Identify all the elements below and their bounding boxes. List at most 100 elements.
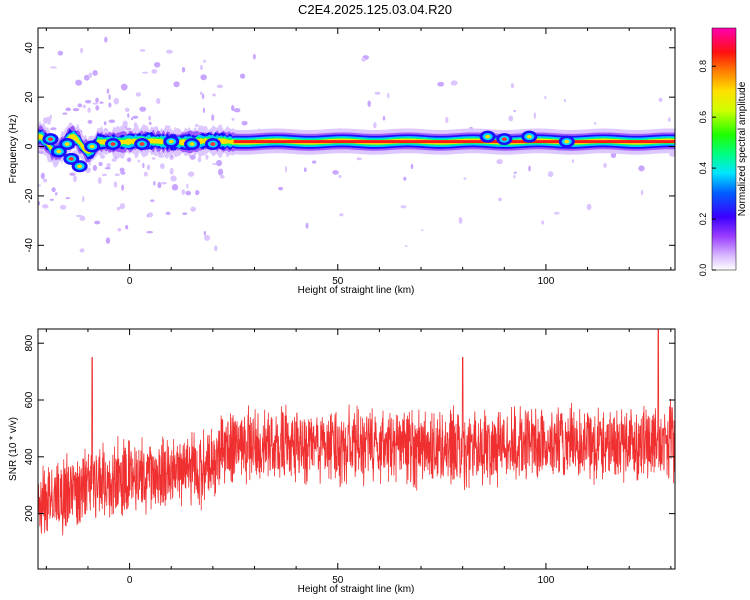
spectral-speckle	[131, 117, 134, 121]
spectral-speckle	[450, 80, 458, 86]
spectral-speckle	[114, 173, 120, 177]
y-tick-label: 0	[24, 143, 35, 149]
spectral-speckle	[148, 115, 152, 121]
spectral-speckle	[139, 106, 147, 112]
snr-panel: 0 50 100 200 400 600 800 Height of straight l…	[8, 328, 676, 595]
spectral-speckle	[92, 102, 99, 105]
colorbar-label: Normalized spectral amplitude	[737, 81, 748, 216]
spectral-speckle	[98, 161, 103, 167]
spectral-speckle	[94, 220, 101, 225]
spectral-speckle	[205, 154, 209, 160]
y-tick-label: 800	[24, 334, 35, 351]
spectral-speckle	[338, 175, 342, 178]
spectral-speckle	[252, 53, 256, 60]
spectral-speckle	[186, 183, 189, 189]
spectral-speckle	[119, 167, 125, 173]
spectral-speckle	[211, 114, 215, 121]
spectral-speckle	[216, 159, 223, 167]
spectral-speckle	[83, 74, 90, 81]
spectral-speckle	[95, 105, 100, 111]
spectral-speckle	[437, 81, 445, 87]
spectral-blob	[501, 137, 507, 141]
spectral-speckle	[51, 187, 56, 193]
spectral-speckle	[121, 184, 125, 191]
spectral-blob	[77, 164, 83, 169]
spectral-speckle	[42, 178, 48, 183]
spectral-speckle	[203, 231, 207, 236]
spectral-speckle	[200, 64, 203, 71]
spectral-speckle	[50, 127, 57, 131]
spectral-speckle	[510, 83, 515, 89]
spectral-speckle	[658, 97, 663, 103]
spectral-blob	[56, 149, 62, 154]
spectral-speckle	[166, 49, 173, 54]
spectral-speckle	[563, 99, 567, 103]
spectral-speckle	[181, 66, 186, 73]
spectral-speckle	[165, 211, 171, 215]
spectral-speckle	[113, 181, 118, 188]
x-tick-label: 50	[332, 276, 344, 287]
spectral-speckle	[105, 237, 111, 244]
spectral-speckle	[311, 160, 317, 164]
y-tick-label: 20	[24, 91, 35, 103]
spectral-speckle	[108, 94, 111, 100]
spectral-speckle	[55, 192, 58, 196]
spectral-speckle	[47, 120, 51, 125]
spectral-speckle	[200, 74, 207, 81]
spectral-blob	[64, 142, 70, 146]
spectral-speckle	[157, 154, 165, 158]
spectral-blob	[485, 134, 491, 139]
spectral-speckle	[669, 152, 675, 157]
spectral-band-layer	[38, 132, 675, 155]
spectral-speckle	[640, 189, 644, 196]
spectral-speckle	[104, 36, 108, 43]
spectral-speckle	[49, 198, 54, 201]
spectral-speckle	[403, 176, 407, 181]
spectral-speckle	[124, 107, 130, 113]
spectral-speckle	[101, 173, 107, 177]
colorbar-gradient	[711, 27, 737, 271]
colorbar-tick-label: 0.0	[698, 264, 708, 277]
spectral-speckle	[284, 165, 287, 173]
spectral-speckle	[65, 197, 71, 200]
spectral-speckle	[356, 157, 363, 161]
spectrogram-x-ticks: 0 50 100	[45, 28, 672, 287]
figure-title: C2E4.2025.125.03.04.R20	[298, 2, 452, 17]
spectral-speckle	[40, 172, 45, 180]
spectral-speckle	[638, 165, 645, 172]
spectral-speckle	[108, 102, 112, 108]
spectrogram-frame	[37, 27, 676, 271]
spectral-speckle	[88, 72, 93, 79]
spectral-speckle	[148, 212, 154, 218]
y-tick-label: 200	[24, 505, 35, 522]
spectral-speckle	[667, 117, 671, 122]
spectral-speckle	[189, 154, 196, 160]
spectral-speckle	[148, 121, 152, 126]
spectral-speckle	[103, 121, 107, 126]
x-tick-label: 0	[127, 276, 133, 287]
spectral-speckle	[171, 184, 179, 191]
snr-y-ticks: 200 400 600 800	[24, 334, 675, 522]
spectral-speckle	[75, 79, 83, 86]
spectral-speckle	[92, 164, 98, 172]
spectral-speckle	[187, 171, 195, 177]
spectral-speckle	[156, 97, 161, 105]
spectral-speckle	[161, 181, 167, 185]
spectral-speckle	[185, 190, 192, 196]
spectral-speckle	[339, 213, 344, 217]
spectral-speckle	[547, 171, 554, 178]
spectral-speckle	[62, 112, 68, 115]
colorbar-tick-label: 0.4	[698, 162, 708, 175]
spectral-speckle	[541, 220, 545, 225]
spectral-speckle	[170, 175, 177, 182]
spectral-speckle	[173, 81, 180, 88]
spectral-band-layer	[38, 133, 675, 154]
spectral-blob	[168, 139, 174, 144]
spectral-speckle	[233, 108, 241, 113]
spectral-speckle	[126, 157, 132, 163]
spectral-speckle	[111, 158, 117, 162]
spectral-speckle	[73, 175, 77, 183]
spectral-speckle	[42, 204, 49, 209]
